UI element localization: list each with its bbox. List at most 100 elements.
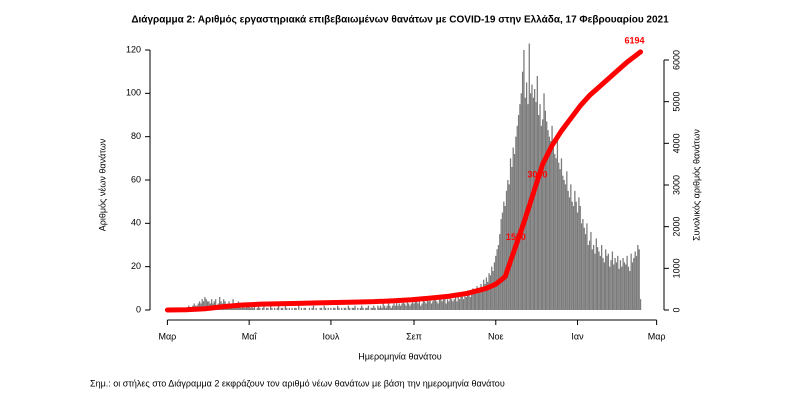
- bar: [500, 219, 502, 310]
- bar: [562, 175, 564, 310]
- bar: [210, 299, 213, 310]
- bar: [449, 297, 451, 310]
- bar: [444, 297, 446, 310]
- bar: [629, 271, 631, 310]
- bar: [374, 307, 376, 310]
- bar: [334, 307, 336, 310]
- bar: [613, 264, 615, 310]
- bar: [575, 201, 577, 310]
- bar: [501, 212, 504, 310]
- bar: [460, 297, 462, 310]
- bar: [424, 301, 426, 310]
- bar: [489, 275, 492, 310]
- bar: [503, 201, 505, 310]
- bar: [476, 286, 478, 310]
- bar: [353, 307, 355, 310]
- bar: [390, 307, 392, 310]
- y2-tick-label: 6000: [671, 50, 681, 70]
- x-tick-label: Σεπ: [406, 331, 422, 341]
- bar: [579, 206, 581, 310]
- bar: [492, 271, 494, 310]
- bar: [288, 307, 291, 310]
- bar: [257, 305, 260, 310]
- bar: [587, 245, 589, 310]
- bar: [619, 260, 622, 310]
- bar: [284, 305, 286, 310]
- bar: [574, 190, 576, 310]
- bar: [389, 305, 391, 310]
- bar: [433, 299, 435, 310]
- bar: [385, 307, 387, 310]
- bar: [540, 125, 542, 310]
- bar: [488, 273, 490, 310]
- bar: [515, 136, 517, 310]
- bar: [625, 264, 627, 310]
- bar: [361, 305, 363, 310]
- bar: [559, 169, 561, 310]
- bar: [366, 307, 368, 310]
- bar: [205, 299, 207, 310]
- x-tick-label: Ιαν: [571, 331, 584, 341]
- bar: [461, 292, 463, 310]
- bar: [598, 251, 600, 310]
- bar: [315, 307, 317, 310]
- bar: [324, 307, 327, 310]
- x-tick-label: Μαρ: [648, 331, 666, 341]
- y2-tick-label: 1000: [671, 258, 681, 278]
- bar: [349, 307, 351, 310]
- bar: [509, 158, 512, 310]
- x-tick-label: Νοε: [488, 331, 504, 341]
- bar: [428, 301, 430, 310]
- bar: [472, 288, 474, 310]
- bar: [603, 262, 605, 310]
- bar: [555, 158, 557, 310]
- bar: [618, 268, 620, 310]
- bar: [401, 303, 403, 310]
- bar: [406, 301, 408, 310]
- bar: [338, 307, 340, 310]
- bar: [399, 305, 402, 310]
- bar: [480, 284, 482, 310]
- y-tick-label: 80: [131, 131, 141, 141]
- bar: [273, 307, 276, 310]
- bar: [394, 305, 396, 310]
- bar: [206, 301, 209, 310]
- bar: [554, 154, 556, 310]
- bar: [602, 258, 604, 310]
- bar: [193, 303, 195, 310]
- end-label: 6194: [625, 35, 645, 45]
- bar: [576, 212, 579, 310]
- bar: [438, 299, 441, 310]
- bar: [445, 303, 447, 310]
- bar: [583, 227, 585, 310]
- bar: [357, 307, 359, 310]
- bar: [370, 307, 372, 310]
- bar: [487, 281, 489, 310]
- bar: [475, 292, 477, 310]
- bar: [611, 251, 614, 310]
- bar: [426, 297, 429, 310]
- bar: [504, 206, 506, 310]
- bar: [634, 251, 636, 310]
- bar: [462, 299, 465, 310]
- bar: [202, 301, 205, 310]
- y2-tick-label: 4000: [671, 133, 681, 153]
- bar: [457, 294, 459, 310]
- bar: [601, 245, 603, 310]
- bar: [404, 303, 406, 310]
- bar: [208, 301, 210, 310]
- bar: [395, 301, 398, 310]
- bar: [253, 305, 256, 310]
- y2-tick-label: 2000: [671, 217, 681, 237]
- bar: [240, 307, 242, 310]
- x-tick-label: Μαΐ: [242, 331, 258, 341]
- bar: [627, 266, 630, 310]
- bar: [382, 303, 384, 310]
- bar: [508, 184, 510, 310]
- bar: [546, 121, 548, 310]
- bar: [626, 255, 628, 310]
- bar: [381, 307, 383, 310]
- bar: [265, 307, 268, 310]
- bar: [416, 299, 418, 310]
- bar: [351, 307, 354, 310]
